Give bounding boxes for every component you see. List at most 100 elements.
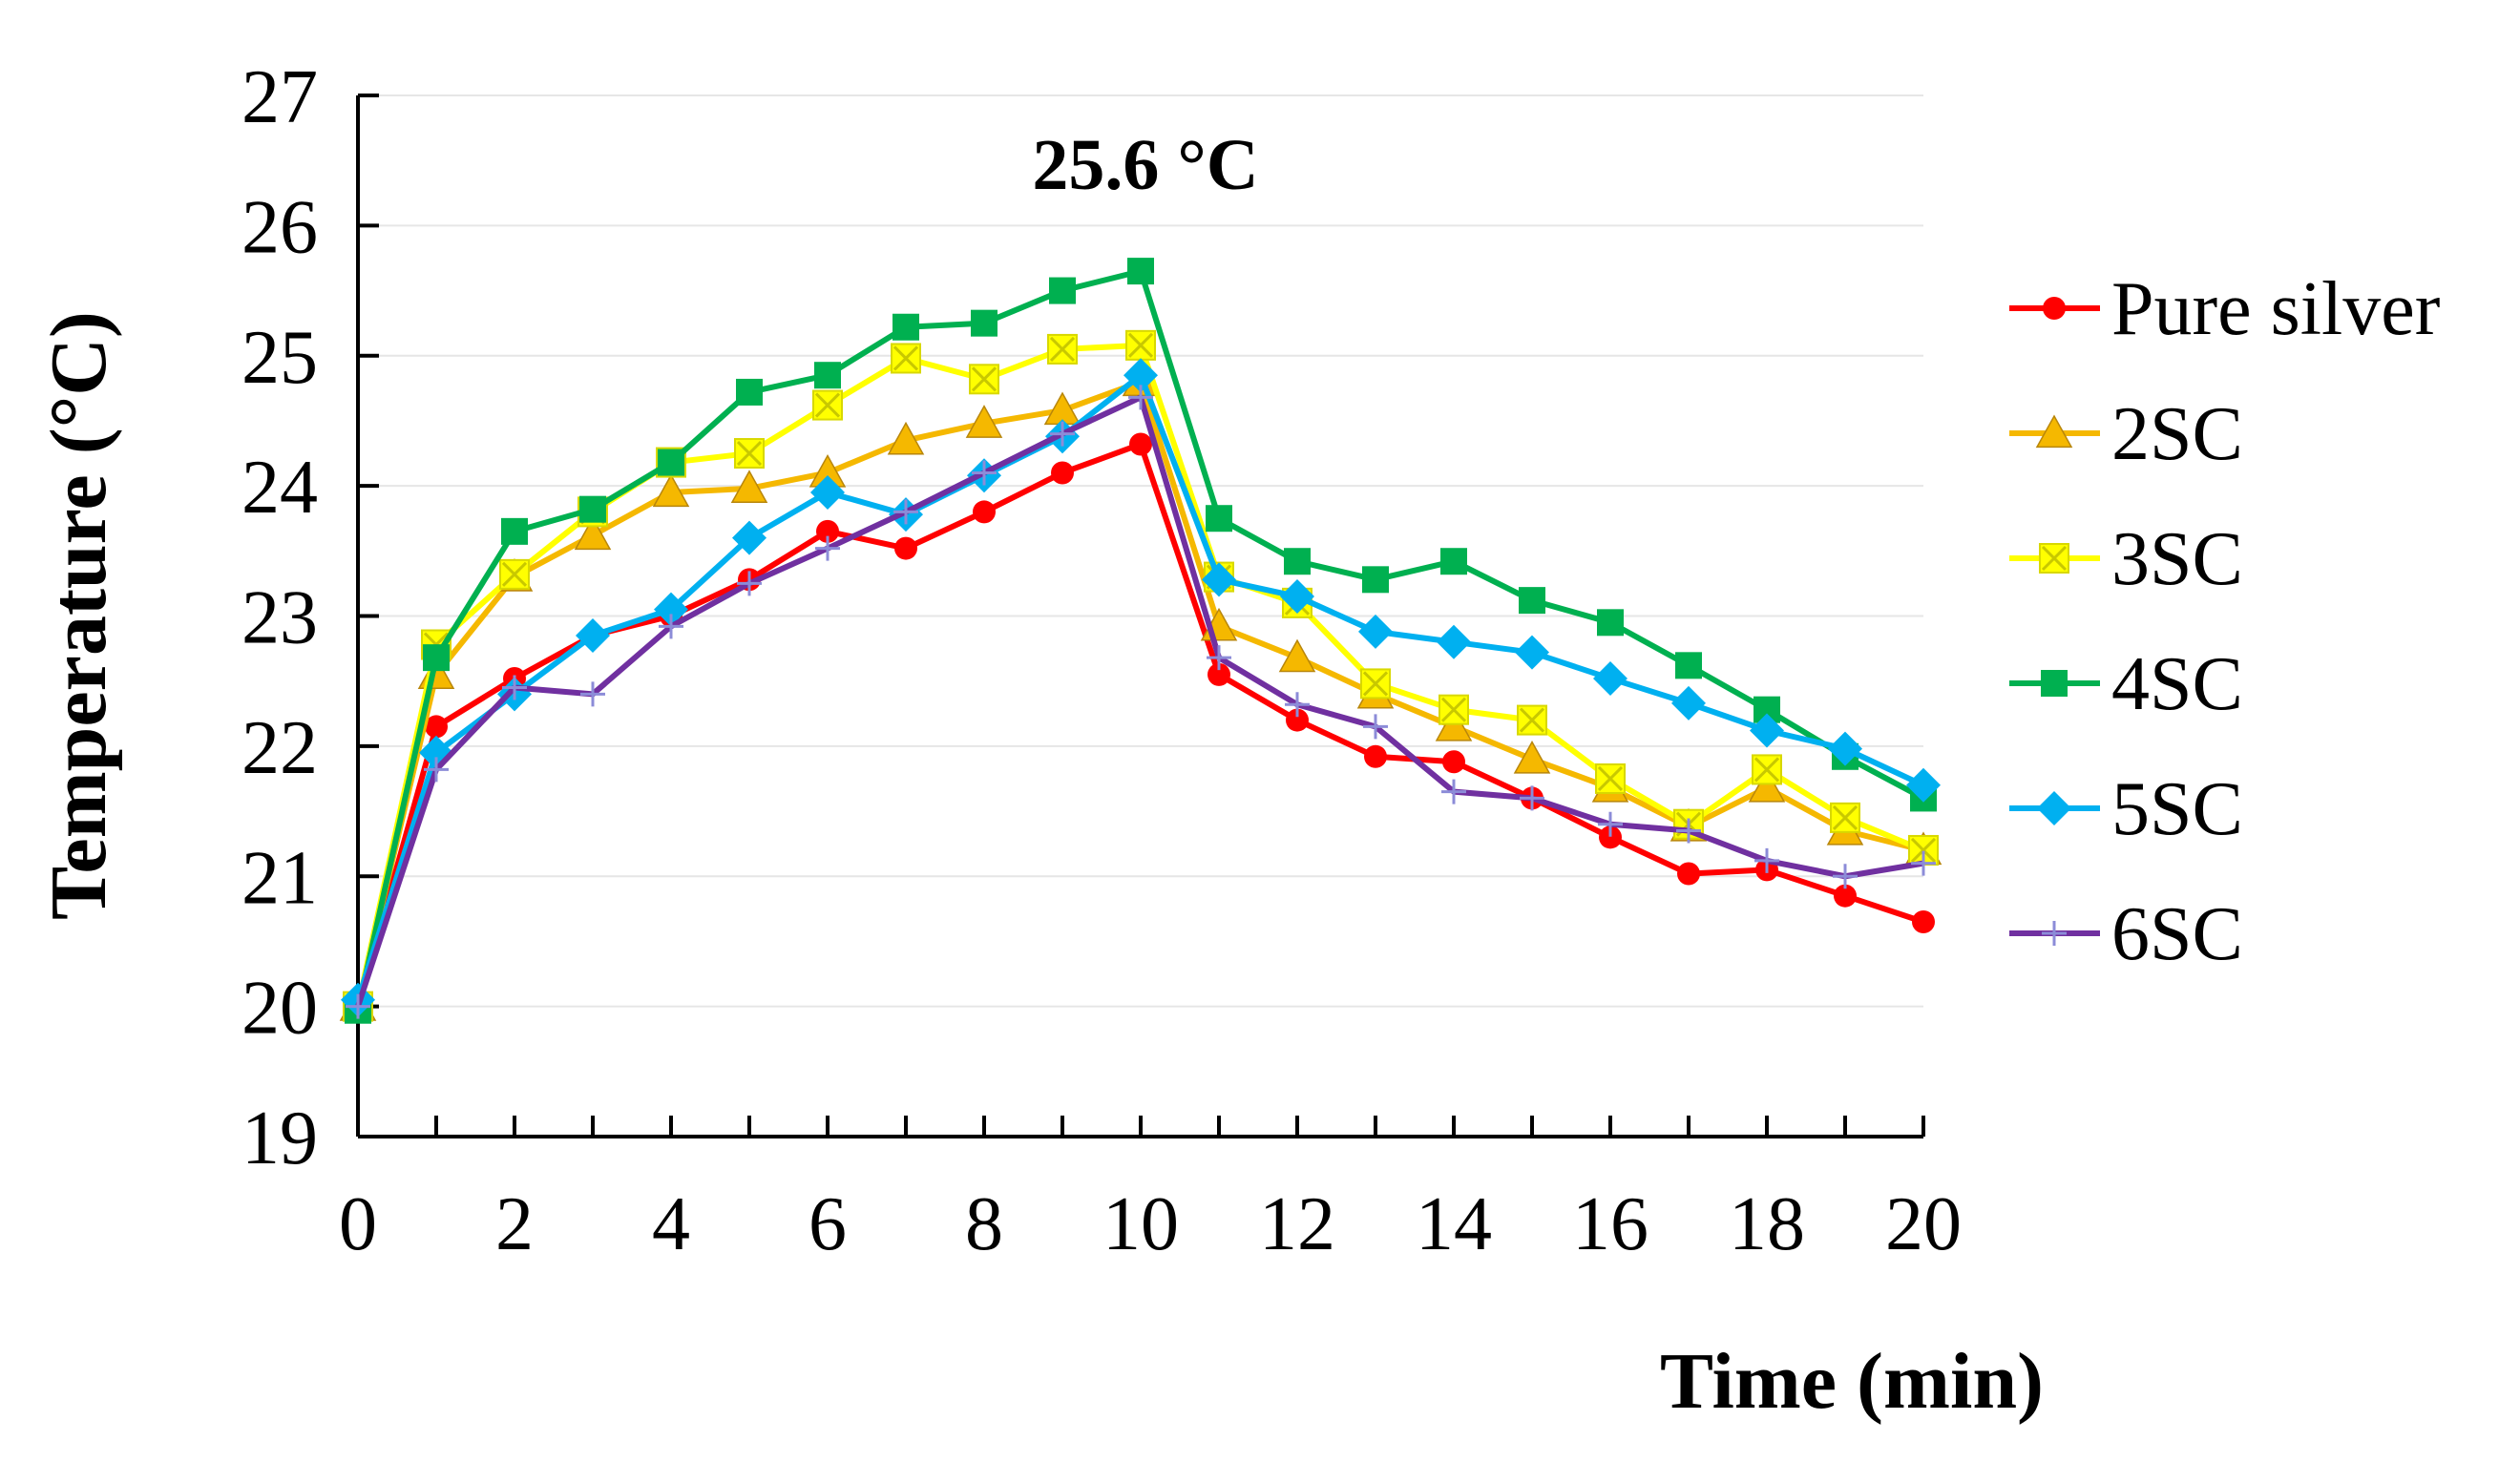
data-point (1358, 614, 1393, 649)
data-point (580, 681, 605, 707)
x-tick-label: 18 (1729, 1182, 1805, 1266)
data-point (502, 675, 527, 700)
data-point (1595, 762, 1626, 794)
data-point (965, 405, 1003, 438)
legend-marker (2035, 414, 2073, 449)
data-point (730, 470, 768, 504)
data-point (1049, 277, 1076, 304)
series-4sc (345, 258, 1937, 1024)
data-point (1206, 505, 1232, 533)
data-point (501, 517, 528, 545)
data-point (892, 313, 919, 341)
data-point (810, 474, 845, 510)
data-point (1363, 714, 1388, 740)
data-point (1911, 850, 1936, 876)
data-point (1513, 740, 1551, 774)
marker-cross (971, 366, 998, 392)
data-point (1047, 333, 1078, 365)
legend-marker (2039, 543, 2069, 574)
data-point (1286, 708, 1309, 732)
marker-cross (1049, 336, 1076, 362)
data-point (1280, 579, 1314, 615)
marker-cross (892, 345, 919, 371)
data-point (1675, 652, 1702, 679)
marker-cross (1362, 671, 1389, 697)
data-point (424, 757, 449, 783)
data-point (894, 536, 917, 560)
marker-cross (1832, 804, 1858, 830)
data-point (1519, 587, 1545, 615)
marker-cross (501, 561, 528, 587)
data-point (1438, 694, 1469, 725)
data-point (654, 592, 688, 627)
legend-label: 2SC (2111, 392, 2243, 476)
data-point (1278, 638, 1316, 673)
data-point (658, 449, 684, 476)
x-tick-label: 6 (808, 1182, 847, 1266)
data-point (1517, 704, 1547, 736)
legend-label: 5SC (2111, 767, 2243, 851)
data-point (1754, 847, 1779, 873)
legend-item: 3SC (2009, 517, 2243, 601)
data-point (659, 614, 683, 639)
data-point (346, 993, 370, 1019)
data-point (1752, 754, 1782, 785)
data-point (815, 535, 840, 561)
x-tick-label: 12 (1259, 1182, 1335, 1266)
data-point (499, 558, 530, 590)
data-point (1906, 767, 1941, 803)
data-point (1284, 548, 1311, 575)
legend-marker (2042, 921, 2067, 946)
legend-item: 5SC (2009, 767, 2243, 851)
legend: Pure silver 2SC 3SC 4SC 5SC 6SC (2009, 267, 2440, 976)
marker-cross (1519, 707, 1545, 733)
marker-cross (1597, 765, 1624, 792)
legend-item: Pure silver (2009, 267, 2440, 351)
data-point (736, 378, 763, 406)
y-tick-label: 20 (242, 967, 318, 1051)
data-point (893, 499, 918, 525)
x-axis-ticks: 0 2 4 6 8 10 12 14 16 18 20 (339, 1116, 1962, 1266)
data-point (1520, 785, 1544, 811)
data-point (1750, 713, 1784, 748)
data-point (1362, 566, 1389, 594)
data-point (652, 473, 690, 508)
y-axis-ticks: 19 20 21 22 23 24 25 26 27 (242, 55, 379, 1180)
legend-label: 3SC (2111, 517, 2243, 601)
legend-item: 4SC (2009, 642, 2243, 726)
data-point (1442, 750, 1465, 774)
data-point (1830, 802, 1860, 833)
data-point (1515, 635, 1549, 670)
marker-cross (736, 440, 763, 467)
data-point (734, 438, 765, 470)
data-point (887, 421, 925, 455)
data-point (972, 460, 997, 486)
legend-label: 4SC (2111, 642, 2243, 726)
x-tick-label: 10 (1102, 1182, 1179, 1266)
data-point (737, 571, 762, 596)
data-point (1912, 909, 1935, 933)
data-point (1671, 685, 1706, 721)
data-point (816, 519, 839, 543)
legend-item: 6SC (2009, 892, 2243, 976)
data-point (1676, 818, 1701, 844)
y-tick-label: 26 (242, 185, 318, 269)
legend-label: Pure silver (2111, 267, 2440, 351)
legend-label: 6SC (2111, 892, 2243, 976)
x-tick-label: 2 (495, 1182, 534, 1266)
data-point (1128, 385, 1153, 410)
data-point (971, 309, 998, 337)
data-point (1364, 744, 1387, 768)
x-tick-label: 4 (652, 1182, 690, 1266)
x-tick-label: 0 (339, 1182, 377, 1266)
marker-cross (2041, 545, 2068, 572)
x-tick-label: 16 (1572, 1182, 1648, 1266)
data-point (1748, 768, 1786, 803)
data-point (1598, 811, 1623, 837)
data-point (969, 364, 999, 395)
series-5sc (341, 358, 1941, 1017)
y-tick-label: 27 (242, 55, 318, 139)
marker-cross (1440, 697, 1467, 722)
data-point (1207, 645, 1231, 671)
marker-cross (1127, 332, 1154, 358)
